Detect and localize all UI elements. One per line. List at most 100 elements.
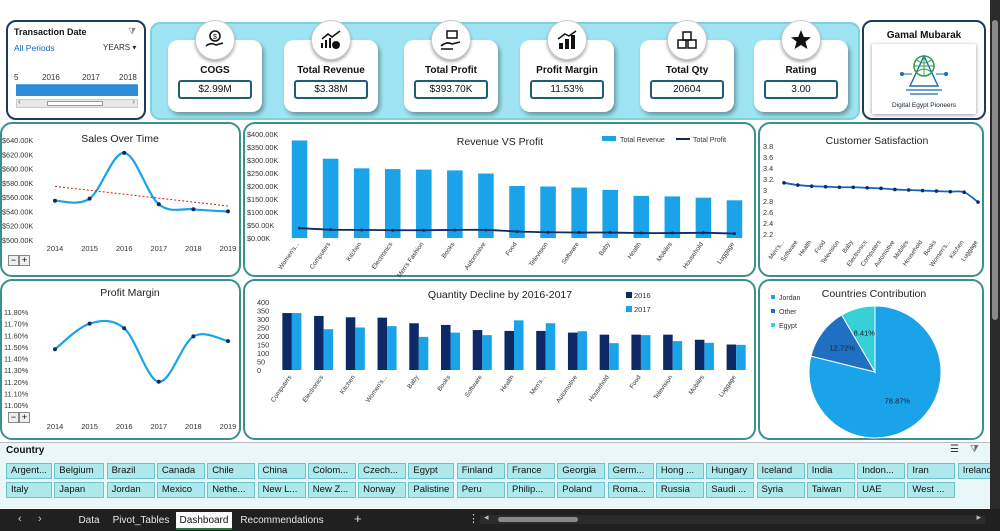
vertical-scrollbar[interactable]	[990, 0, 1000, 509]
country-chip[interactable]: Finland	[456, 463, 505, 479]
sheet-tab-bar: ‹ › Data Pivot_Tables Dashboard Recommen…	[0, 509, 1000, 531]
brand-name: Gamal Mubarak	[886, 30, 962, 41]
country-chip[interactable]: Ireland	[957, 463, 1000, 479]
country-chip[interactable]: Mexico	[156, 482, 205, 498]
kpi-value: $393.70K	[414, 80, 488, 99]
timeline-slicer-panel: Transaction Date ⧩ All Periods YEARS ▾ 5…	[6, 20, 146, 120]
timeline-bar[interactable]	[16, 84, 138, 96]
boxes-icon	[667, 20, 707, 60]
country-chip[interactable]: Colom...	[307, 463, 356, 479]
chevron-down-icon: ▾	[132, 43, 137, 52]
kpi-card-total-revenue: Total Revenue $3.38M	[284, 20, 378, 112]
clear-filter-icon[interactable]: ⧩	[127, 26, 136, 36]
kpi-label: Total Qty	[665, 65, 709, 76]
country-chip[interactable]: Brazil	[106, 463, 155, 479]
scroll-right-icon[interactable]: ›	[132, 97, 135, 106]
tab-dashboard[interactable]: Dashboard	[176, 512, 232, 530]
country-chip[interactable]: Argent...	[6, 463, 52, 479]
brand-logo: Digital Egypt Pioneers	[872, 44, 976, 114]
scroll-right-icon[interactable]: ▸	[976, 512, 981, 522]
scroll-left-icon[interactable]: ◂	[484, 512, 489, 522]
country-chip[interactable]: West ...	[907, 482, 956, 498]
prev-sheet-icon[interactable]: ‹	[18, 513, 22, 525]
countries-contribution-panel[interactable]	[758, 279, 984, 440]
collapse-field-button[interactable]: −	[8, 255, 19, 266]
tab-data[interactable]: Data	[78, 515, 100, 526]
kpi-card-profit-margin: Profit Margin 11.53%	[520, 20, 614, 112]
country-chip[interactable]: Iran	[907, 463, 956, 479]
revenue-growth-icon	[311, 20, 351, 60]
revenue-vs-profit-panel[interactable]	[243, 122, 756, 277]
country-chip[interactable]: Poland	[557, 482, 606, 498]
timeline-scrollbar[interactable]: ‹ ›	[16, 97, 138, 108]
country-chip[interactable]: Palistine	[408, 482, 455, 498]
kpi-card-total-profit: Total Profit $393.70K	[404, 20, 498, 112]
country-chip[interactable]: Germ...	[607, 463, 654, 479]
star-icon	[781, 20, 821, 60]
customer-satisfaction-panel[interactable]	[758, 122, 984, 277]
country-chip[interactable]: Belgium	[54, 463, 105, 479]
country-chip[interactable]: Canada	[156, 463, 205, 479]
clear-filter-icon[interactable]: ⧩	[970, 444, 979, 455]
country-chip[interactable]: Czech...	[358, 463, 407, 479]
country-chip[interactable]: Jordan	[106, 482, 155, 498]
multi-select-icon[interactable]: ☰	[950, 444, 959, 455]
tab-recommendations[interactable]: Recommendations	[240, 515, 324, 526]
profit-margin-panel[interactable]	[0, 279, 241, 440]
country-chip[interactable]: Nethe...	[207, 482, 256, 498]
country-chip[interactable]: Georgia	[557, 463, 606, 479]
bar-growth-icon	[547, 20, 587, 60]
collapse-field-button[interactable]: −	[8, 412, 19, 423]
expand-field-button[interactable]: +	[19, 255, 30, 266]
sales-over-time-panel[interactable]	[0, 122, 241, 277]
country-chip[interactable]: Japan	[54, 482, 105, 498]
more-options-icon[interactable]: ⋮	[468, 513, 479, 525]
country-chip[interactable]: Iceland	[756, 463, 805, 479]
country-chip[interactable]: Taiwan	[806, 482, 855, 498]
scroll-thumb[interactable]	[992, 20, 998, 320]
country-chip[interactable]: Hungary	[706, 463, 755, 479]
timeline-year: 2016	[42, 73, 60, 82]
kpi-value: 20604	[650, 80, 724, 99]
country-chip[interactable]: Chile	[207, 463, 256, 479]
country-chip[interactable]: Peru	[456, 482, 505, 498]
expand-field-button[interactable]: +	[19, 412, 30, 423]
country-chip[interactable]: Russia	[655, 482, 704, 498]
country-chip[interactable]: Italy	[6, 482, 52, 498]
country-chip[interactable]: France	[507, 463, 555, 479]
add-sheet-icon[interactable]: +	[354, 511, 362, 526]
country-chip[interactable]: Philip...	[507, 482, 555, 498]
country-chip[interactable]: Hong ...	[655, 463, 704, 479]
country-chip[interactable]: Norway	[358, 482, 407, 498]
timeline-year: 5	[14, 73, 19, 82]
kpi-label: COGS	[200, 65, 230, 76]
next-sheet-icon[interactable]: ›	[38, 513, 42, 525]
country-chip[interactable]: China	[257, 463, 306, 479]
scroll-left-icon[interactable]: ‹	[18, 97, 21, 106]
country-chip[interactable]: Syria	[756, 482, 805, 498]
kpi-card-total-qty: Total Qty 20604	[640, 20, 734, 112]
country-chip[interactable]: Roma...	[607, 482, 654, 498]
country-chip[interactable]: India	[806, 463, 855, 479]
country-chip[interactable]: Egypt	[408, 463, 455, 479]
kpi-label: Total Profit	[424, 65, 478, 76]
svg-text:$: $	[213, 34, 217, 41]
country-chip[interactable]: Saudi ...	[706, 482, 755, 498]
kpi-label: Rating	[785, 65, 817, 76]
scroll-thumb[interactable]	[498, 517, 578, 522]
tab-pivot-tables[interactable]: Pivot_Tables	[112, 515, 170, 526]
horizontal-scrollbar[interactable]: ◂ ▸	[480, 512, 985, 524]
quantity-decline-panel[interactable]	[243, 279, 756, 440]
country-chip[interactable]: Indon...	[857, 463, 906, 479]
country-chip[interactable]: New L...	[257, 482, 306, 498]
money-hand-icon: $	[195, 20, 235, 60]
country-chip[interactable]: New Z...	[307, 482, 356, 498]
kpi-bar: $ COGS $2.99M Total Revenue $3.38M Total Prof…	[150, 20, 860, 120]
country-chip[interactable]: UAE	[857, 482, 906, 498]
timeline-level: YEARS	[103, 43, 131, 52]
kpi-value: 3.00	[764, 80, 838, 99]
scroll-thumb[interactable]	[47, 101, 103, 106]
profit-hand-icon	[431, 20, 471, 60]
timeline-level-dropdown[interactable]: YEARS ▾	[103, 43, 136, 52]
kpi-value: 11.53%	[530, 80, 604, 99]
